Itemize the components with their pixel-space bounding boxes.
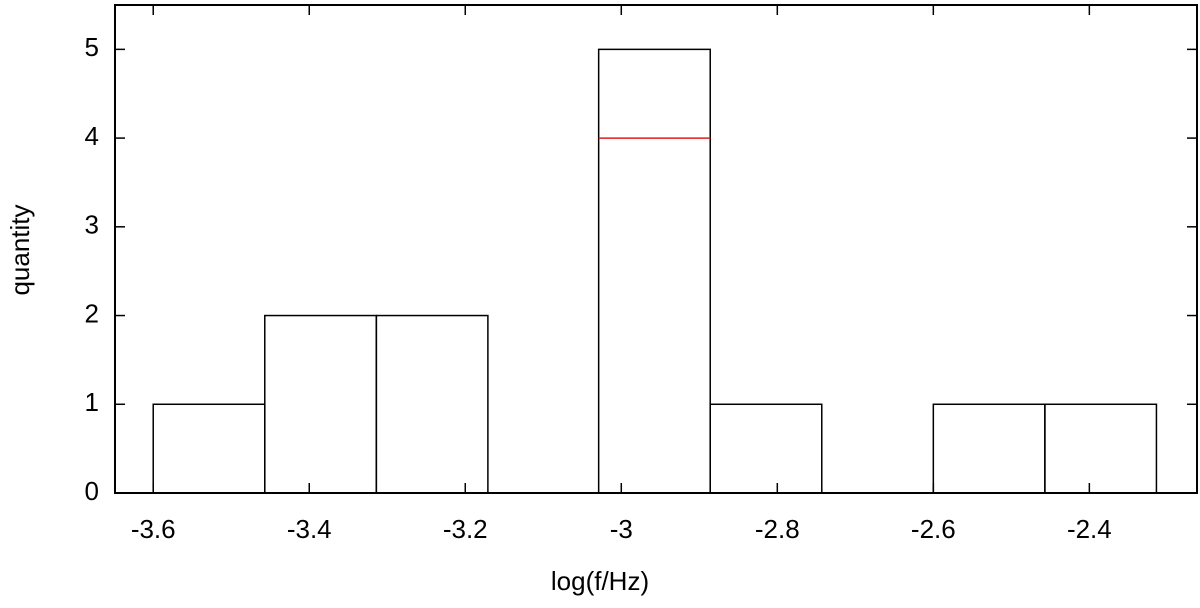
y-axis-label: quantity <box>5 204 35 295</box>
histogram-bar <box>597 48 711 494</box>
y-tick-label: 5 <box>85 32 99 62</box>
x-tick-label: -3 <box>610 514 633 544</box>
x-axis-label: log(f/Hz) <box>551 566 649 596</box>
y-tick-label: 3 <box>85 210 99 240</box>
histogram-bar <box>709 403 823 494</box>
x-tick-label: -3.4 <box>287 514 332 544</box>
histogram-bar <box>375 314 489 494</box>
x-tick-label: -3.2 <box>443 514 488 544</box>
x-tick-label: -2.8 <box>755 514 800 544</box>
y-tick-label: 1 <box>85 387 99 417</box>
y-tick-label: 2 <box>85 298 99 328</box>
histogram-bar <box>152 403 266 494</box>
y-tick-label: 4 <box>85 121 99 151</box>
histogram-bar <box>1044 403 1158 494</box>
histogram-bar <box>264 314 378 494</box>
x-tick-label: -2.6 <box>911 514 956 544</box>
y-tick-label: 0 <box>85 476 99 506</box>
x-tick-label: -3.6 <box>131 514 176 544</box>
plot-border <box>114 4 1198 494</box>
x-tick-label: -2.4 <box>1067 514 1112 544</box>
histogram-bar <box>932 403 1046 494</box>
